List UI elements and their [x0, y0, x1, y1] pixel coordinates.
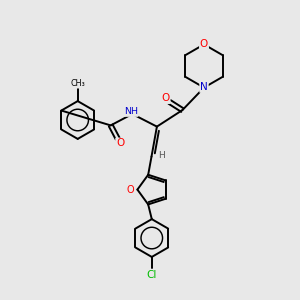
Text: N: N: [200, 82, 208, 92]
Text: O: O: [161, 93, 170, 103]
Text: CH₃: CH₃: [70, 79, 85, 88]
Text: Cl: Cl: [147, 270, 157, 280]
Text: O: O: [200, 39, 208, 50]
Text: O: O: [127, 184, 135, 195]
Text: H: H: [158, 151, 164, 160]
Text: O: O: [116, 138, 124, 148]
Text: NH: NH: [124, 107, 138, 116]
